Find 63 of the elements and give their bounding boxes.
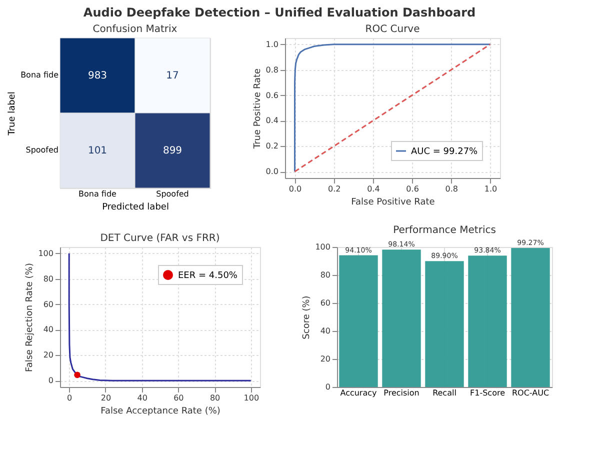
data-label: 899 [162,146,182,156]
y-tick-label: 1.0 [266,40,278,49]
x-tick-label: 60 [174,394,184,402]
y-tick-label: 60 [320,298,330,308]
y-tick-label: 0 [48,376,54,386]
x-tick-label: 20 [100,394,112,402]
x-tick-label: 0.0 [288,184,302,194]
y-axis-title: False Rejection Rate (%) [25,263,36,372]
x-tick-label: Spoofed [156,190,189,198]
x-tick-label: Recall [432,388,456,398]
y-tick-label: 40 [43,325,54,334]
y-tick-label: 80 [43,274,54,284]
y-tick-label: 100 [315,242,330,252]
x-tick-label: F1-Score [470,388,506,398]
x-tick-label: 40 [137,394,148,402]
bar [339,255,378,387]
y-tick-label: Spoofed [26,146,58,154]
x-tick-label: 0 [67,394,72,402]
chart-title: Performance Metrics [393,225,496,236]
x-tick-label: Precision [384,388,420,398]
x-tick-label: 0.6 [406,184,419,194]
x-axis-title: False Positive Rate [351,198,436,208]
line-series [294,44,491,172]
x-tick-label: 0.8 [445,184,458,194]
x-tick-label: 0.4 [367,184,380,194]
y-tick-label: 100 [38,248,54,258]
y-tick-label: 40 [320,326,330,336]
y-axis-title: Score (%) [302,296,312,340]
bar [468,256,507,387]
line-series [68,252,252,382]
x-tick-label: Accuracy [340,388,378,398]
x-tick-label: 100 [244,394,260,402]
chart-title: DET Curve (FAR vs FRR) [100,233,220,244]
y-tick-label: 0.4 [266,116,278,126]
y-tick-label: 0.8 [266,65,278,74]
chart-title: ROC Curve [365,24,420,35]
data-label: 983 [88,70,108,82]
y-tick-label: 60 [43,300,54,309]
legend-label: EER = 4.50% [178,271,238,281]
x-tick-label: ROC-AUC [512,388,550,398]
bar [425,261,464,387]
x-tick-label: Bona fide [78,190,117,198]
x-axis-title: Predicted label [102,202,169,212]
bar [511,248,550,387]
x-axis-title: False Acceptance Rate (%) [100,406,220,416]
y-tick-label: 80 [320,270,330,280]
y-tick-label: 0.0 [266,167,278,176]
chart-title: Confusion Matrix [92,24,178,35]
x-tick-label: 0.2 [328,184,341,194]
x-tick-label: 1.0 [484,184,498,194]
x-tick-label: 80 [210,394,220,402]
legend-label: AUC = 99.27% [411,147,478,157]
y-tick-label: 20 [320,354,330,364]
data-label: 101 [88,146,108,156]
y-tick-label: 0 [325,382,330,392]
y-axis-title: True Positive Rate [252,68,263,150]
bar [382,250,421,387]
data-label: 17 [166,70,179,82]
text: Audio Deepfake Detection – Unified Evaluation Dashboard [83,5,476,20]
y-tick-label: 0.6 [266,90,278,100]
y-tick-label: 0.2 [266,142,278,151]
y-axis-title: True label [8,92,18,136]
y-tick-label: 20 [43,350,54,360]
